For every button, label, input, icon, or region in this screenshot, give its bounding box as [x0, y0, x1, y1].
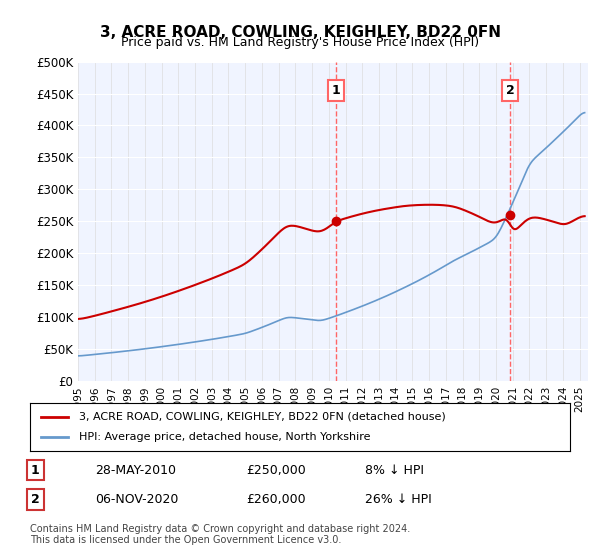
Text: HPI: Average price, detached house, North Yorkshire: HPI: Average price, detached house, Nort…: [79, 432, 370, 442]
Text: 8% ↓ HPI: 8% ↓ HPI: [365, 464, 424, 477]
Text: Contains HM Land Registry data © Crown copyright and database right 2024.
This d: Contains HM Land Registry data © Crown c…: [30, 524, 410, 545]
Text: 3, ACRE ROAD, COWLING, KEIGHLEY, BD22 0FN (detached house): 3, ACRE ROAD, COWLING, KEIGHLEY, BD22 0F…: [79, 412, 445, 422]
Text: £260,000: £260,000: [246, 493, 305, 506]
Text: 2: 2: [31, 493, 40, 506]
Text: 28-MAY-2010: 28-MAY-2010: [95, 464, 176, 477]
Text: 3, ACRE ROAD, COWLING, KEIGHLEY, BD22 0FN: 3, ACRE ROAD, COWLING, KEIGHLEY, BD22 0F…: [100, 25, 500, 40]
Text: £250,000: £250,000: [246, 464, 306, 477]
Text: 06-NOV-2020: 06-NOV-2020: [95, 493, 178, 506]
Text: 26% ↓ HPI: 26% ↓ HPI: [365, 493, 431, 506]
Text: 1: 1: [331, 84, 340, 97]
Text: 1: 1: [31, 464, 40, 477]
Text: Price paid vs. HM Land Registry's House Price Index (HPI): Price paid vs. HM Land Registry's House …: [121, 36, 479, 49]
Text: 2: 2: [506, 84, 514, 97]
